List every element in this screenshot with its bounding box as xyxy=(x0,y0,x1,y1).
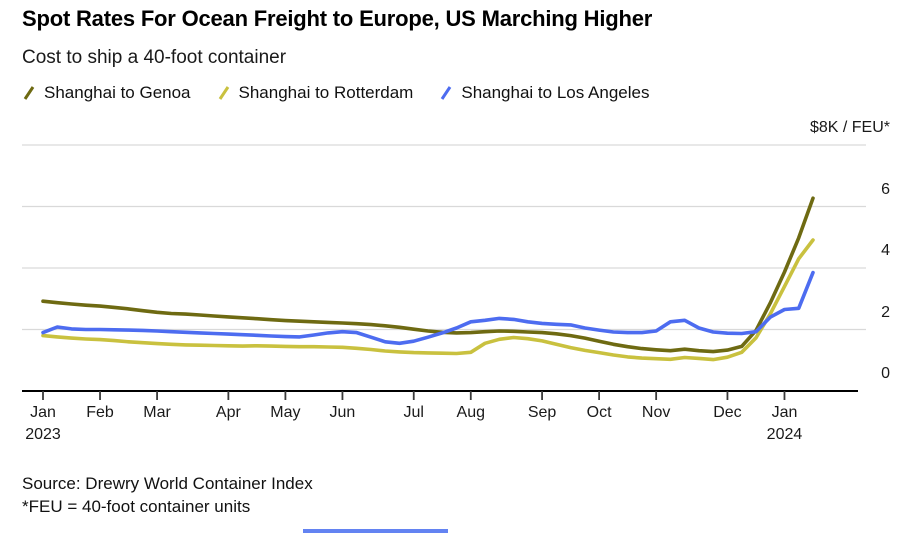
x-axis-year-label: 2023 xyxy=(25,426,61,443)
chart-subtitle: Cost to ship a 40-foot container xyxy=(22,47,287,68)
series-line-shanghai-to-rotterdam xyxy=(41,238,815,362)
series-line-shanghai-to-los-angeles xyxy=(41,270,815,346)
x-axis-month-label: Feb xyxy=(86,404,114,421)
legend-item-shanghai-to-genoa: Shanghai to Genoa xyxy=(22,83,191,103)
chart-title: Spot Rates For Ocean Freight to Europe, … xyxy=(22,6,653,31)
legend-item-shanghai-to-los-angeles: Shanghai to Los Angeles xyxy=(439,83,649,103)
source-note: Source: Drewry World Container Index xyxy=(22,474,313,493)
y-axis-label-6: 6 xyxy=(881,180,890,198)
line-swatch-icon xyxy=(218,86,229,100)
line-swatch-icon xyxy=(441,86,452,100)
footnote: *FEU = 40-foot container units xyxy=(22,497,251,516)
x-axis-month-label: May xyxy=(270,404,301,421)
y-axis-unit-label: $8K / FEU* xyxy=(809,119,890,136)
legend-label: Shanghai to Los Angeles xyxy=(461,83,650,102)
x-axis-month-label: Jan xyxy=(30,404,56,421)
x-axis-month-label: Mar xyxy=(143,404,171,421)
y-axis-label-0: 0 xyxy=(881,365,890,382)
x-axis-month-label: Dec xyxy=(713,404,742,421)
line-swatch-icon xyxy=(23,86,35,100)
x-axis-month-label: Oct xyxy=(586,404,612,421)
series-line-shanghai-to-genoa xyxy=(41,196,815,354)
x-axis-month-label: Aug xyxy=(456,404,485,421)
x-axis-month-label: Sep xyxy=(527,404,557,421)
x-axis-month-label: Nov xyxy=(641,404,671,421)
bottom-blue-bar xyxy=(303,529,448,533)
legend: Shanghai to Genoa Shanghai to Rotterdam … xyxy=(22,83,649,103)
y-axis-label-4: 4 xyxy=(881,242,890,259)
x-axis-month-label: Apr xyxy=(215,404,241,421)
x-axis-month-label: Jun xyxy=(329,404,356,421)
x-axis-month-label: Jan xyxy=(771,404,798,421)
x-axis-year-label: 2024 xyxy=(766,426,803,443)
y-axis-label-2: 2 xyxy=(881,303,890,321)
legend-label: Shanghai to Genoa xyxy=(44,83,191,102)
legend-label: Shanghai to Rotterdam xyxy=(238,83,414,102)
legend-item-shanghai-to-rotterdam: Shanghai to Rotterdam xyxy=(217,83,414,103)
x-axis-month-label: Jul xyxy=(403,404,424,421)
